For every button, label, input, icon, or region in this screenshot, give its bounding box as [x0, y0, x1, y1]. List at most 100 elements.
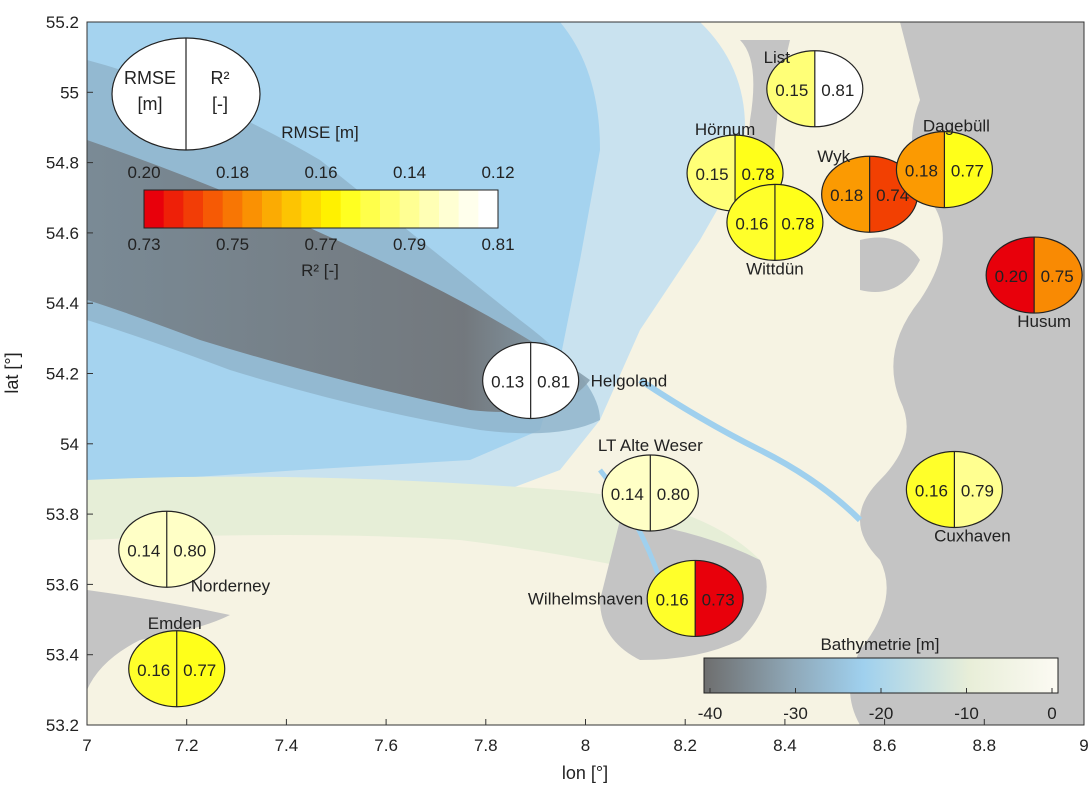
rmse-tick-label: 0.18 [216, 163, 249, 182]
station-rmse-half [986, 237, 1035, 314]
x-tick-label: 7.6 [374, 736, 398, 755]
legend-key-r2: R² [211, 68, 230, 88]
station-rmse-value: 0.18 [905, 162, 938, 181]
rmse-colorbar-cell [281, 190, 302, 228]
y-tick-label: 53.4 [46, 646, 79, 665]
station-wilhelmshaven: 0.16 0.73 Wilhelmshaven [528, 559, 744, 638]
rmse-colorbar-cell [478, 190, 499, 228]
rmse-colorbar-cell [203, 190, 224, 228]
station-r2-value: 0.80 [657, 485, 690, 504]
station-r2-half [176, 630, 225, 707]
station-r2-half [650, 455, 699, 532]
station-r2-value: 0.73 [702, 590, 735, 609]
station-name-label: Wyk [817, 147, 850, 166]
legend-key-r2-unit: [-] [212, 94, 228, 114]
rmse-colorbar-cell [163, 190, 184, 228]
station-rmse-value: 0.16 [656, 590, 689, 609]
station-r2-half [530, 342, 579, 419]
station-rmse-value: 0.14 [611, 485, 644, 504]
station-rmse-value: 0.20 [995, 267, 1028, 286]
station-rmse-value: 0.15 [696, 165, 729, 184]
rmse-colorbar-cell [183, 190, 204, 228]
station-wittd-n: 0.16 0.78 Wittdün [726, 183, 824, 278]
y-tick-label: 55 [60, 83, 79, 102]
rmse-colorbar-cell [262, 190, 283, 228]
x-tick-label: 8.8 [972, 736, 996, 755]
rmse-colorbar-cell [458, 190, 479, 228]
rmse-colorbar: RMSE [m] 0.20 0.18 0.16 0.14 0.12 0.73 0.75 0.… [127, 123, 514, 280]
station-name-label: List [764, 48, 791, 67]
station-r2-half [695, 560, 744, 637]
station-r2-value: 0.77 [183, 661, 216, 680]
legend-key-rmse: RMSE [124, 68, 176, 88]
station-husum: 0.20 0.75 Husum [985, 236, 1083, 331]
station-dageb-ll: 0.18 0.77 Dagebüll [895, 117, 994, 209]
y-tick-label: 54.6 [46, 224, 79, 243]
station-r2-half [814, 50, 863, 127]
y-tick-label: 54 [60, 435, 79, 454]
station-r2-value: 0.80 [173, 541, 206, 560]
bathymetry-tick-label: -30 [783, 704, 808, 723]
y-axis: 53.2 53.4 53.6 53.8 54 54.2 54.4 54.6 54.8 55 55.2 [46, 13, 93, 735]
station-rmse-value: 0.18 [830, 186, 863, 205]
station-name-label: Helgoland [591, 372, 668, 391]
bathymetry-tick-label: -10 [954, 704, 979, 723]
station-name-label: Wilhelmshaven [528, 589, 643, 608]
station-rmse-half [647, 560, 696, 637]
bathymetry-tick-label: -40 [698, 704, 723, 723]
station-lt-alte-weser: 0.14 0.80 LT Alte Weser [598, 436, 703, 532]
station-r2-half [954, 451, 1003, 528]
rmse-colorbar-cell [340, 190, 361, 228]
station-rmse-half [896, 131, 945, 208]
x-tick-label: 7.2 [175, 736, 199, 755]
x-tick-label: 9 [1079, 736, 1088, 755]
station-emden: 0.16 0.77 Emden [128, 614, 226, 708]
rmse-colorbar-cell [144, 190, 165, 228]
station-rmse-half [602, 455, 651, 532]
station-r2-half [1034, 237, 1083, 314]
station-rmse-value: 0.13 [491, 373, 524, 392]
y-tick-label: 54.8 [46, 154, 79, 173]
station-name-label: Wittdün [746, 259, 804, 278]
y-tick-label: 53.6 [46, 575, 79, 594]
station-rmse-half [726, 184, 775, 261]
station-rmse-half [687, 135, 736, 212]
rmse-colorbar-cell [222, 190, 243, 228]
x-axis-label: lon [°] [562, 763, 608, 783]
station-r2-value: 0.74 [876, 186, 909, 205]
stations-layer: 0.15 0.81 List 0.15 0.78 Hörnum 0.18 0.74 Wyk 0.1… [118, 48, 1083, 708]
rmse-tick-label: 0.12 [481, 163, 514, 182]
station-name-label: Cuxhaven [934, 526, 1011, 545]
r2-tick-label: 0.81 [481, 235, 514, 254]
station-rmse-value: 0.15 [775, 81, 808, 100]
station-rmse-half [118, 511, 167, 588]
station-rmse-value: 0.16 [137, 661, 170, 680]
bathymetry-colorbar-bar [703, 657, 1059, 694]
y-axis-label: lat [°] [2, 352, 22, 393]
station-name-label: LT Alte Weser [598, 436, 703, 455]
station-r2-value: 0.77 [951, 162, 984, 181]
x-tick-label: 8.4 [773, 736, 797, 755]
rmse-colorbar-cell [399, 190, 420, 228]
x-tick-label: 7 [82, 736, 91, 755]
station-r2-value: 0.78 [742, 165, 775, 184]
rmse-colorbar-cell [380, 190, 401, 228]
y-tick-label: 54.2 [46, 365, 79, 384]
station-rmse-value: 0.14 [127, 541, 160, 560]
station-r2-value: 0.78 [781, 214, 814, 233]
rmse-colorbar-cell [439, 190, 460, 228]
y-tick-label: 53.8 [46, 505, 79, 524]
station-rmse-half [482, 342, 531, 419]
legend-key-rmse-unit: [m] [138, 94, 163, 114]
rmse-colorbar-bottom-label: R² [-] [301, 261, 339, 280]
bathymetry-tick-label: 0 [1047, 704, 1056, 723]
station-name-label: Dagebüll [923, 117, 990, 136]
rmse-tick-label: 0.20 [127, 163, 160, 182]
station-name-label: Husum [1017, 312, 1071, 331]
x-tick-label: 7.4 [275, 736, 299, 755]
x-tick-label: 8.2 [673, 736, 697, 755]
x-tick-label: 8 [581, 736, 590, 755]
rmse-colorbar-cell [419, 190, 440, 228]
x-tick-label: 7.8 [474, 736, 498, 755]
